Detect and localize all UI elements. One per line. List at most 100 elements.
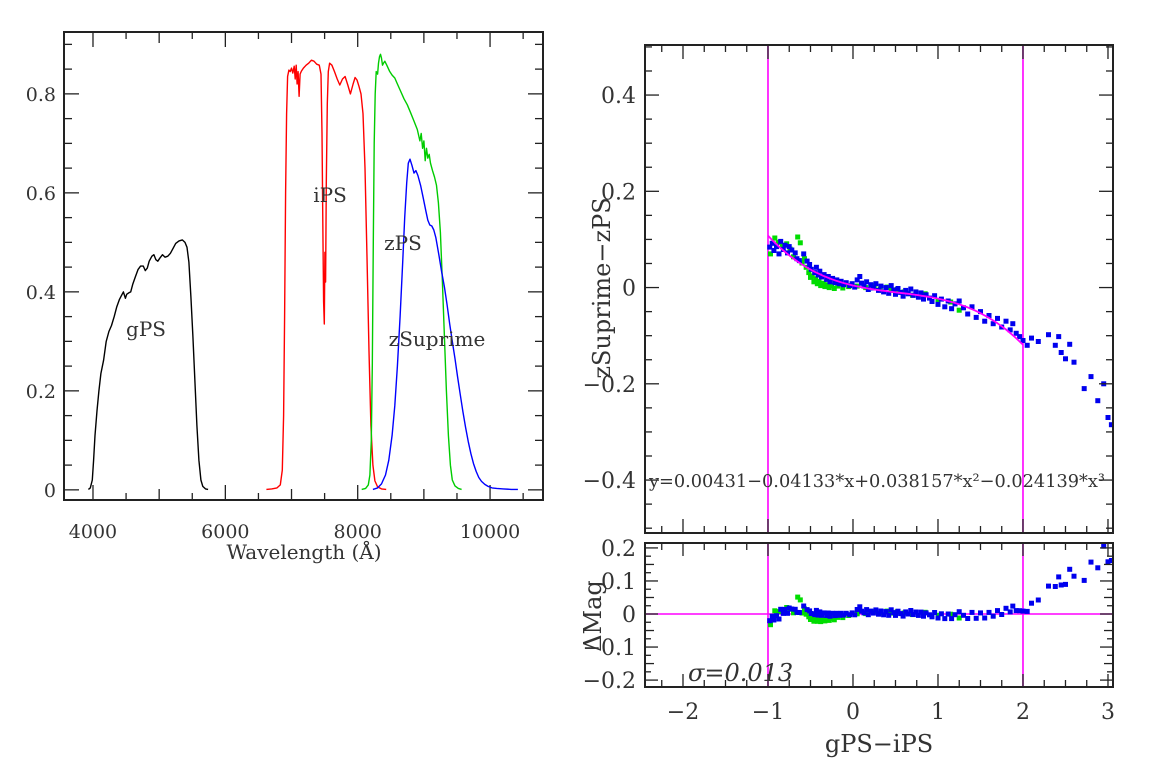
residual-point-blue-sample xyxy=(932,610,938,615)
residual-point-blue-sample xyxy=(1056,574,1062,580)
scatter-point-blue-sample xyxy=(1020,338,1026,343)
right-top-y-tick-label: 0.2 xyxy=(601,180,636,205)
scatter-point-blue-sample xyxy=(804,258,810,264)
scatter-point-blue-sample xyxy=(1046,332,1051,338)
scatter-point-blue-sample xyxy=(824,276,830,282)
residual-point-green-sample xyxy=(822,618,828,624)
residual-point-blue-sample xyxy=(929,614,935,620)
scatter-point-green-sample xyxy=(779,243,785,249)
scatter-point-blue-sample xyxy=(982,318,988,324)
scatter-point-blue-sample xyxy=(1056,334,1062,340)
scatter-point-blue-sample xyxy=(1108,422,1114,428)
residual-point-blue-sample xyxy=(883,609,889,615)
residual-point-blue-sample xyxy=(813,607,819,613)
scatter-point-blue-sample xyxy=(990,321,996,327)
scatter-point-blue-sample xyxy=(865,287,871,292)
scatter-point-blue-sample xyxy=(978,309,983,315)
residual-point-blue-sample xyxy=(792,606,798,612)
residual-point-blue-sample xyxy=(952,612,958,618)
residual-point-blue-sample xyxy=(843,610,849,616)
right-bottom-y-tick-label: −0.2 xyxy=(583,669,636,694)
scatter-point-green-sample xyxy=(935,298,941,304)
residual-point-green-sample xyxy=(791,610,796,616)
residual-point-blue-sample xyxy=(1029,600,1034,606)
scatter-point-green-sample xyxy=(768,251,773,257)
residual-point-blue-sample xyxy=(908,608,914,613)
scatter-point-blue-sample xyxy=(1003,318,1009,324)
curve-gPS xyxy=(87,239,209,491)
residual-point-blue-sample xyxy=(812,612,818,618)
scatter-point-green-sample xyxy=(806,270,812,276)
residual-point-blue-sample xyxy=(807,608,813,614)
scatter-point-blue-sample xyxy=(1024,342,1030,348)
residual-point-blue-sample xyxy=(1071,573,1077,579)
residual-point-blue-sample xyxy=(1095,565,1101,571)
residual-point-blue-sample xyxy=(854,607,860,612)
curve-label-zps: zPS xyxy=(384,231,422,255)
scatter-point-blue-sample xyxy=(949,306,955,312)
residual-point-blue-sample xyxy=(891,610,897,616)
scatter-point-blue-sample xyxy=(903,287,909,293)
residual-point-blue-sample xyxy=(888,607,894,613)
residual-point-blue-sample xyxy=(785,610,790,616)
residual-point-blue-sample xyxy=(986,609,992,615)
scatter-point-green-sample xyxy=(809,273,815,279)
scatter-point-blue-sample xyxy=(1067,341,1073,347)
left-y-tick-label: 0 xyxy=(44,480,56,502)
scatter-point-blue-sample xyxy=(827,279,833,285)
left-y-tick-label: 0.4 xyxy=(26,282,56,304)
residual-point-blue-sample xyxy=(1088,559,1094,565)
residual-point-blue-sample xyxy=(771,617,777,623)
residual-point-blue-sample xyxy=(881,612,887,618)
right-bottom-y-tick-label: −0.1 xyxy=(583,636,636,661)
residual-point-blue-sample xyxy=(1101,543,1107,549)
right-x-tick-label: 1 xyxy=(931,700,945,725)
curve-iPS xyxy=(266,59,387,491)
scatter-point-blue-sample xyxy=(1095,398,1101,404)
scatter-point-blue-sample xyxy=(834,277,840,283)
right-x-axis-title: gPS−iPS xyxy=(825,730,933,758)
residual-point-blue-sample xyxy=(965,616,971,621)
scatter-point-blue-sample xyxy=(776,251,782,257)
residual-point-blue-sample xyxy=(961,612,966,618)
scatter-point-blue-sample xyxy=(813,264,819,270)
residual-point-green-sample xyxy=(772,608,778,614)
residual-point-blue-sample xyxy=(945,611,951,617)
residual-point-blue-sample xyxy=(876,611,881,617)
scatter-point-blue-sample xyxy=(838,278,844,284)
residual-point-blue-sample xyxy=(789,606,795,612)
scatter-point-blue-sample xyxy=(1007,327,1013,333)
left-y-tick-label: 0.2 xyxy=(26,381,56,403)
scatter-point-green-sample xyxy=(829,283,835,289)
residual-point-blue-sample xyxy=(1058,582,1064,588)
scatter-point-blue-sample xyxy=(888,283,894,289)
scatter-point-blue-sample xyxy=(915,294,921,300)
scatter-point-green-sample xyxy=(799,260,805,266)
scatter-point-blue-sample xyxy=(870,285,876,291)
scatter-point-blue-sample xyxy=(942,304,948,310)
scatter-point-blue-sample xyxy=(849,281,855,287)
residual-point-blue-sample xyxy=(913,609,919,615)
residual-point-blue-sample xyxy=(910,612,916,617)
scatter-point-blue-sample xyxy=(965,311,971,317)
residual-point-green-sample xyxy=(799,610,805,616)
scatter-point-blue-sample xyxy=(825,274,831,279)
residual-point-blue-sample xyxy=(808,611,814,616)
right-x-tick-label: −1 xyxy=(752,700,784,725)
scatter-point-blue-sample xyxy=(969,304,975,310)
scatter-point-blue-sample xyxy=(769,240,775,246)
left-x-axis-title: Wavelength (Å) xyxy=(226,539,381,564)
residual-point-blue-sample xyxy=(915,612,921,618)
scatter-point-blue-sample xyxy=(883,285,889,291)
residual-point-blue-sample xyxy=(895,608,901,614)
scatter-point-blue-sample xyxy=(932,293,938,299)
residual-point-blue-sample xyxy=(995,608,1000,614)
scatter-point-green-sample xyxy=(811,279,817,285)
residual-point-blue-sample xyxy=(1003,605,1009,611)
residual-point-blue-sample xyxy=(1020,608,1026,614)
scatter-point-blue-sample xyxy=(830,275,836,281)
residual-point-blue-sample xyxy=(1017,608,1023,614)
residual-point-green-sample xyxy=(797,597,803,603)
scatter-point-blue-sample xyxy=(1013,330,1019,336)
